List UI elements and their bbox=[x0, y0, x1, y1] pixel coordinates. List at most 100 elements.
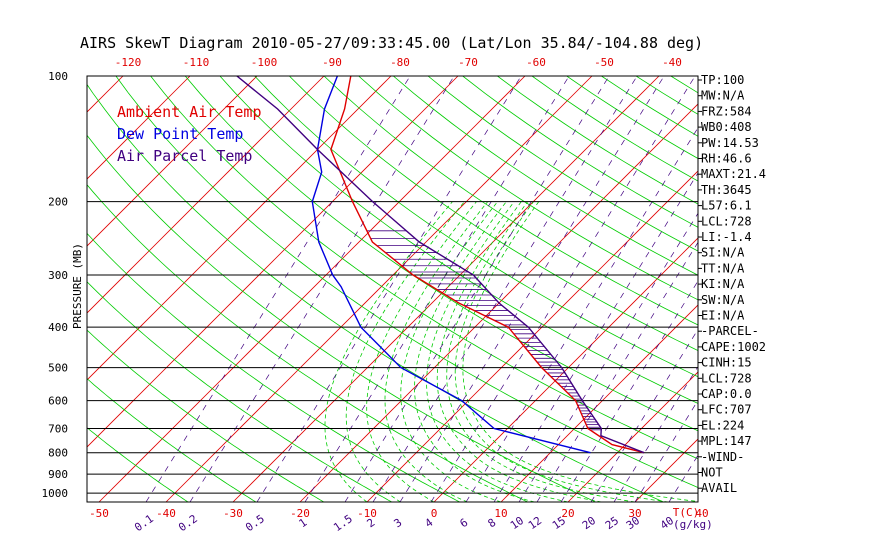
mixing-ratio-label: 0.2 bbox=[176, 512, 200, 534]
stat-label: KI:N/A bbox=[701, 277, 745, 291]
pressure-tick-labels: 100 200 300 400 500 600 700 800 900 1000 bbox=[42, 70, 69, 500]
isotherm-line bbox=[165, 76, 593, 502]
isotherm-line bbox=[232, 76, 660, 502]
pressure-tick-label: 700 bbox=[48, 423, 68, 436]
top-temp-tick-label: -50 bbox=[594, 56, 614, 69]
top-temp-tick-label: -120 bbox=[115, 56, 142, 69]
dry-adiabat-line bbox=[393, 76, 698, 276]
mixing-ratio-label: 40 bbox=[658, 514, 676, 532]
bottom-temp-tick-label: 20 bbox=[561, 507, 574, 520]
top-temp-tick-labels: -120 -110 -100 -90 -80 -70 -60 -50 -40 bbox=[115, 56, 682, 69]
mixing-ratio-line bbox=[668, 454, 698, 502]
isotherm-line bbox=[98, 76, 526, 502]
plot-frame bbox=[86, 75, 699, 503]
mixing-ratio-line bbox=[536, 241, 698, 502]
y-axis-label: PRESSURE (MB) bbox=[71, 243, 84, 329]
bottom-temp-tick-label: -10 bbox=[357, 507, 377, 520]
top-temp-tick-label: -110 bbox=[183, 56, 210, 69]
isotherm-line bbox=[567, 371, 698, 502]
isotherm-line bbox=[87, 76, 258, 247]
mixing-ratio-label: 0.1 bbox=[132, 512, 156, 534]
dry-adiabat-line bbox=[87, 378, 257, 502]
moist-adiabat-line bbox=[324, 201, 453, 502]
isotherm-line bbox=[87, 76, 392, 381]
isotherm-line bbox=[299, 103, 698, 502]
bottom-temp-tick-labels: -50 -40 -30 -20 -10 0 10 20 30 40 bbox=[89, 507, 709, 520]
cape-hatch bbox=[366, 230, 602, 431]
isotherm-line bbox=[836, 76, 870, 502]
top-temp-tick-label: -40 bbox=[662, 56, 682, 69]
stat-label: PW:14.53 bbox=[701, 136, 759, 150]
pressure-tick-label: 800 bbox=[48, 447, 68, 460]
dry-adiabat-line bbox=[87, 134, 596, 502]
dry-adiabat-line bbox=[497, 76, 698, 205]
stat-label: WB0:408 bbox=[701, 120, 752, 134]
bottom-temp-tick-label: -40 bbox=[156, 507, 176, 520]
stat-label: AVAIL bbox=[701, 481, 737, 495]
stat-label: EI:N/A bbox=[701, 309, 745, 323]
bottom-temp-tick-label: -50 bbox=[89, 507, 109, 520]
stat-label: EL:224 bbox=[701, 418, 744, 432]
stat-label: LI:-1.4 bbox=[701, 230, 752, 244]
stat-label: TP:100 bbox=[701, 73, 744, 87]
stat-label: LFC:707 bbox=[701, 403, 752, 417]
mixing-ratio-label: 25 bbox=[603, 514, 621, 532]
pressure-tick-label: 300 bbox=[48, 269, 68, 282]
stat-label: TT:N/A bbox=[701, 261, 745, 275]
mixing-ratio-label: 0.5 bbox=[243, 512, 267, 534]
moist-adiabat-line bbox=[400, 201, 502, 502]
stat-label: -WIND- bbox=[701, 450, 744, 464]
dry-adiabat-line bbox=[115, 76, 698, 488]
bottom-temp-tick-label: 0 bbox=[431, 507, 438, 520]
mixing-ratio-label: 12 bbox=[526, 514, 544, 532]
background-lines bbox=[87, 76, 870, 502]
isotherm-line bbox=[769, 76, 870, 502]
mixing-ratio-label: 15 bbox=[550, 514, 568, 532]
moist-adiabat-line bbox=[446, 201, 636, 502]
mixing-ratio-label: 10 bbox=[508, 514, 526, 532]
x-axis-label: T(C) bbox=[673, 506, 700, 519]
dry-adiabat-line bbox=[87, 232, 460, 502]
pressure-tick-label: 400 bbox=[48, 321, 68, 334]
stat-label: NOT bbox=[701, 466, 723, 480]
isotherm-line bbox=[87, 76, 124, 113]
legend-entry: Ambient Air Temp bbox=[117, 103, 262, 121]
stat-label: LCL:728 bbox=[701, 214, 752, 228]
top-temp-tick-label: -60 bbox=[526, 56, 546, 69]
legend: Ambient Air Temp Dew Point Temp Air Parcel… bbox=[117, 103, 262, 165]
isotherm-line bbox=[500, 304, 698, 502]
dry-adiabat-line bbox=[184, 76, 698, 432]
series-line bbox=[330, 76, 645, 454]
mixing-ratio-line bbox=[372, 76, 638, 502]
stat-label: CAP:0.0 bbox=[701, 387, 752, 401]
series-line bbox=[236, 76, 645, 454]
isotherm-line bbox=[87, 76, 459, 448]
chart-title: AIRS SkewT Diagram 2010-05-27/09:33:45.0… bbox=[80, 34, 704, 52]
pressure-tick-label: 100 bbox=[48, 70, 68, 83]
top-temp-tick-label: -80 bbox=[390, 56, 410, 69]
top-temp-tick-label: -90 bbox=[322, 56, 342, 69]
moist-adiabat-line bbox=[462, 201, 698, 502]
moist-adiabat-line bbox=[384, 201, 489, 502]
dry-adiabat-line bbox=[87, 427, 189, 502]
dry-adiabat-line bbox=[254, 76, 698, 378]
series-line bbox=[311, 76, 591, 454]
bottom-temp-tick-label: -20 bbox=[290, 507, 310, 520]
stat-label: MAXT:21.4 bbox=[701, 167, 766, 181]
mixing-ratio-label: 6 bbox=[458, 516, 471, 530]
isotherm-line bbox=[87, 76, 325, 314]
stat-label: CINH:15 bbox=[701, 356, 752, 370]
bottom-temp-tick-label: 10 bbox=[494, 507, 507, 520]
legend-entry: Air Parcel Temp bbox=[117, 147, 252, 165]
mixing-ratio-label: 3 bbox=[392, 516, 405, 530]
pressure-tick-label: 600 bbox=[48, 395, 68, 408]
legend-entry: Dew Point Temp bbox=[117, 125, 243, 143]
dry-adiabat-line bbox=[358, 76, 698, 301]
dry-adiabat-line bbox=[87, 184, 528, 502]
dry-adiabat-line bbox=[219, 76, 698, 404]
isotherm-line bbox=[87, 76, 191, 180]
profile-lines bbox=[236, 76, 645, 454]
stat-label: FRZ:584 bbox=[701, 104, 752, 118]
